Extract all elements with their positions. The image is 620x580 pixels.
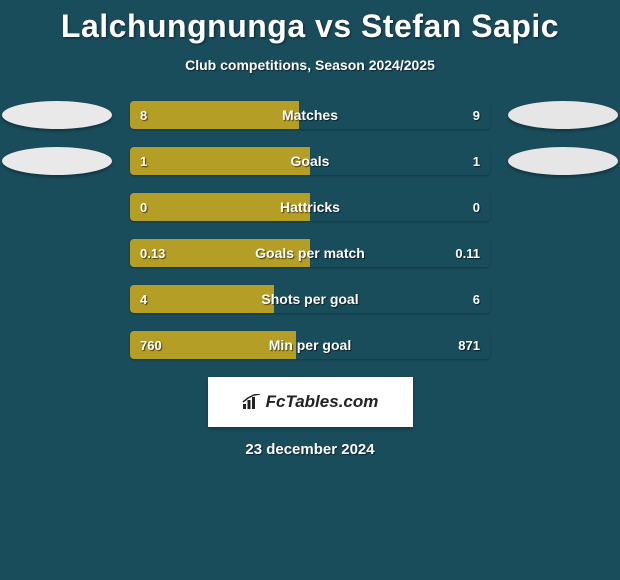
stat-row: Shots per goal4 6 <box>0 285 620 313</box>
stat-label: Goals per match <box>130 239 490 267</box>
player1-badge <box>2 147 112 175</box>
stat-bar: Shots per goal4 6 <box>130 285 490 313</box>
stat-value-right: 9 <box>473 101 480 129</box>
comparison-container: Lalchungnunga vs Stefan Sapic Club compe… <box>0 0 620 458</box>
chart-icon <box>242 394 262 410</box>
player2-name: Stefan Sapic <box>361 8 559 44</box>
subtitle: Club competitions, Season 2024/2025 <box>0 57 620 73</box>
stat-value-left: 4 <box>140 285 147 313</box>
logo-card: FcTables.com <box>208 377 413 427</box>
stat-bar: Goals per match0.13 0.11 <box>130 239 490 267</box>
stat-row: Goals1 1 <box>0 147 620 175</box>
stat-row: Goals per match0.13 0.11 <box>0 239 620 267</box>
stat-value-left: 0.13 <box>140 239 165 267</box>
stat-label: Matches <box>130 101 490 129</box>
stat-row: Hattricks0 0 <box>0 193 620 221</box>
stat-value-right: 0.11 <box>455 239 480 267</box>
stat-bar: Goals1 1 <box>130 147 490 175</box>
player2-badge <box>508 101 618 129</box>
logo-text: FcTables.com <box>266 392 379 412</box>
stat-bar: Hattricks0 0 <box>130 193 490 221</box>
stat-value-left: 760 <box>140 331 162 359</box>
stat-label: Hattricks <box>130 193 490 221</box>
player1-name: Lalchungnunga <box>61 8 306 44</box>
player1-badge <box>2 101 112 129</box>
stat-bar: Matches8 9 <box>130 101 490 129</box>
logo: FcTables.com <box>242 392 379 412</box>
stat-value-right: 871 <box>458 331 480 359</box>
stat-value-left: 1 <box>140 147 147 175</box>
date-text: 23 december 2024 <box>0 441 620 458</box>
stat-value-right: 1 <box>473 147 480 175</box>
vs-text: vs <box>315 8 352 44</box>
page-title: Lalchungnunga vs Stefan Sapic <box>0 8 620 45</box>
stat-value-right: 0 <box>473 193 480 221</box>
stat-value-right: 6 <box>473 285 480 313</box>
stat-bar: Min per goal760 871 <box>130 331 490 359</box>
stat-row: Min per goal760 871 <box>0 331 620 359</box>
stat-value-left: 0 <box>140 193 147 221</box>
stat-row: Matches8 9 <box>0 101 620 129</box>
stat-label: Goals <box>130 147 490 175</box>
stats-area: Matches8 9 Goals1 1 Hattricks0 0 Goals per mat… <box>0 101 620 359</box>
stat-value-left: 8 <box>140 101 147 129</box>
player2-badge <box>508 147 618 175</box>
stat-label: Shots per goal <box>130 285 490 313</box>
stat-label: Min per goal <box>130 331 490 359</box>
